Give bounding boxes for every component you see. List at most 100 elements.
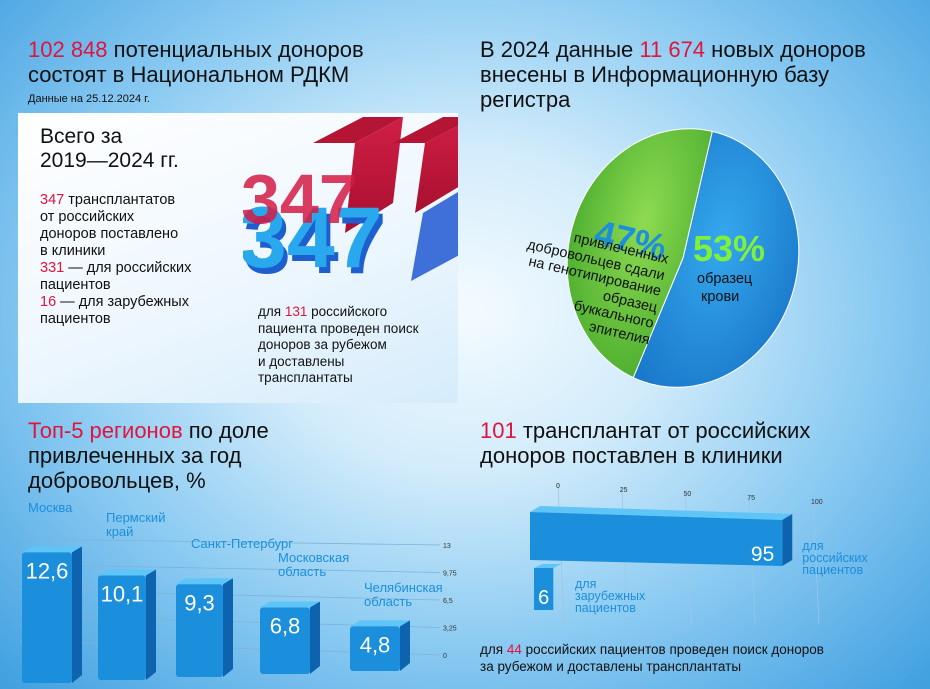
new-donors-heading: В 2024 данные 11 674 новых доноров внесе… — [480, 37, 866, 112]
foreign-count: 16 — [40, 294, 57, 310]
pie-slice-2 — [566, 128, 713, 379]
region-category-label: Московская — [278, 550, 349, 565]
tx-tick-label: 100 — [811, 499, 823, 506]
tx-foreign-label: для — [575, 577, 596, 591]
regions-title-rest: по доле — [188, 418, 269, 443]
totals-line-1: трансплантатов — [68, 192, 176, 208]
date-note: Данные на 25.12.2024 г. — [28, 93, 150, 105]
region-category-label: область — [364, 594, 412, 609]
tx-tick-label: 25 — [620, 487, 628, 494]
region-gridline — [19, 538, 441, 546]
region-category-label: Москва — [28, 500, 73, 515]
region-category-label: Пермский — [106, 510, 165, 525]
abroad-line-4: и доставлены — [258, 353, 345, 369]
tx-bar-small-top — [534, 564, 562, 568]
tx-bar-side — [782, 514, 793, 566]
stripe-2 — [393, 117, 458, 143]
region-bar-value: 4,8 — [360, 632, 391, 657]
new-donors-line-3: регистра — [480, 87, 571, 112]
big-number-graphic: 347 347 347 — [243, 117, 458, 288]
region-bar-side — [400, 620, 410, 671]
regions-title-2: привлеченных за год — [28, 443, 242, 468]
pie-blue-value: 53% — [693, 228, 766, 269]
tx-bar-ru — [530, 512, 783, 566]
totals-panel: Всего за 2019—2024 гг. 347 трансплантато… — [18, 113, 458, 403]
tx-ru-label: российских — [802, 551, 868, 565]
region-bar — [98, 575, 146, 680]
stripe-2-face — [415, 125, 458, 213]
new-donors-prefix: В 2024 данные — [480, 37, 634, 62]
tx-foreign-label: зарубежных — [575, 589, 646, 603]
totals-line-4: в клиники — [40, 243, 106, 259]
region-bar — [22, 552, 72, 683]
transplants-footnote: для 44 российских пациентов проведен пои… — [480, 641, 824, 675]
pie-blue-label: образец крови — [697, 270, 752, 306]
regions-title-3: добровольцев, % — [28, 468, 206, 493]
region-tick-label: 6,5 — [443, 598, 453, 605]
region-bar-top — [98, 569, 156, 576]
tx-bar-foreign — [534, 568, 554, 610]
tx-gridline — [812, 499, 820, 626]
transplants-count: 101 — [480, 418, 517, 443]
stripe-blue — [411, 192, 458, 281]
region-tick-label: 3,25 — [443, 626, 457, 633]
region-bar-side — [146, 569, 156, 680]
region-category-label: Санкт-Петербург — [191, 536, 293, 551]
region-bar-top — [176, 578, 233, 585]
footnote-line-2: за рубежом и доставлены трансплантаты — [480, 659, 742, 674]
totals-line-2: от российских — [40, 209, 135, 225]
totals-body: 347 трансплантатов от российских доноров… — [40, 192, 191, 328]
donors-heading: 102 848 потенциальных доноров состоят в … — [28, 37, 364, 87]
region-bar — [260, 607, 310, 674]
region-category-label: Челябинская — [364, 580, 443, 595]
totals-heading-1: Всего за — [40, 125, 123, 148]
donors-text-1: потенциальных доноров — [113, 37, 364, 62]
abroad-line-5: трансплантаты — [258, 370, 353, 385]
pie-blue-label-2: крови — [701, 289, 740, 305]
region-bar — [350, 626, 400, 671]
ru-text-2: пациентов — [40, 277, 111, 293]
totals-line-3: доноров поставлено — [40, 226, 179, 242]
foreign-text-2: пациентов — [40, 311, 111, 327]
abroad-line-2: пациента проведен поиск — [258, 320, 419, 336]
tx-bar-foreign-value: 6 — [538, 587, 549, 609]
donors-text-2: состоят в Национальном РДКМ — [28, 62, 350, 87]
tx-foreign-label: пациентов — [575, 601, 636, 615]
region-bar-top — [350, 620, 410, 627]
totals-count: 347 — [40, 192, 65, 208]
pie-chart — [566, 128, 800, 388]
big-number-shadow: 347 — [243, 196, 387, 288]
big-number-red: 347 — [243, 160, 358, 238]
stripe-1 — [313, 117, 403, 143]
tx-bar-ru-value: 95 — [751, 543, 774, 566]
new-donors-line-2: внесены в Информационную базу — [480, 62, 830, 87]
abroad-prefix: для — [258, 304, 282, 319]
ru-count: 331 — [40, 260, 65, 276]
totals-heading-2: 2019—2024 гг. — [40, 149, 179, 172]
abroad-count: 131 — [284, 304, 308, 319]
region-gridline — [19, 564, 441, 573]
big-number: 347 — [243, 190, 383, 286]
new-donors-count: 11 674 — [639, 37, 706, 62]
tx-tick-label: 50 — [684, 491, 692, 498]
region-bar-value: 9,3 — [184, 590, 215, 615]
region-tick-label: 13 — [443, 543, 451, 550]
abroad-text: для 131 российского пациента проведен по… — [258, 304, 419, 387]
new-donors-suffix: новых доноров — [711, 37, 866, 62]
stripe-1-face — [345, 117, 403, 233]
footnote-rest: российских пациентов проведен поиск доно… — [525, 642, 824, 657]
regions-title-highlight: Топ-5 регионов — [28, 418, 183, 443]
abroad-line-3: доноров за рубежом — [258, 337, 387, 352]
region-category-label: область — [278, 564, 326, 579]
abroad-line-1: российского — [311, 304, 388, 319]
tx-tick-label: 75 — [747, 495, 755, 502]
region-tick-label: 0 — [443, 653, 447, 660]
totals-heading: Всего за 2019—2024 гг. — [40, 125, 179, 173]
transplants-title-rest: трансплантат от российских — [522, 418, 811, 443]
foreign-text: — для зарубежных — [60, 294, 189, 310]
region-tick-label: 9,75 — [443, 571, 457, 578]
footnote-count: 44 — [506, 642, 522, 657]
donors-count: 102 848 — [28, 37, 108, 62]
region-bar-value: 12,6 — [26, 558, 69, 583]
transplants-heading: 101 трансплантат от российских доноров п… — [480, 418, 810, 468]
